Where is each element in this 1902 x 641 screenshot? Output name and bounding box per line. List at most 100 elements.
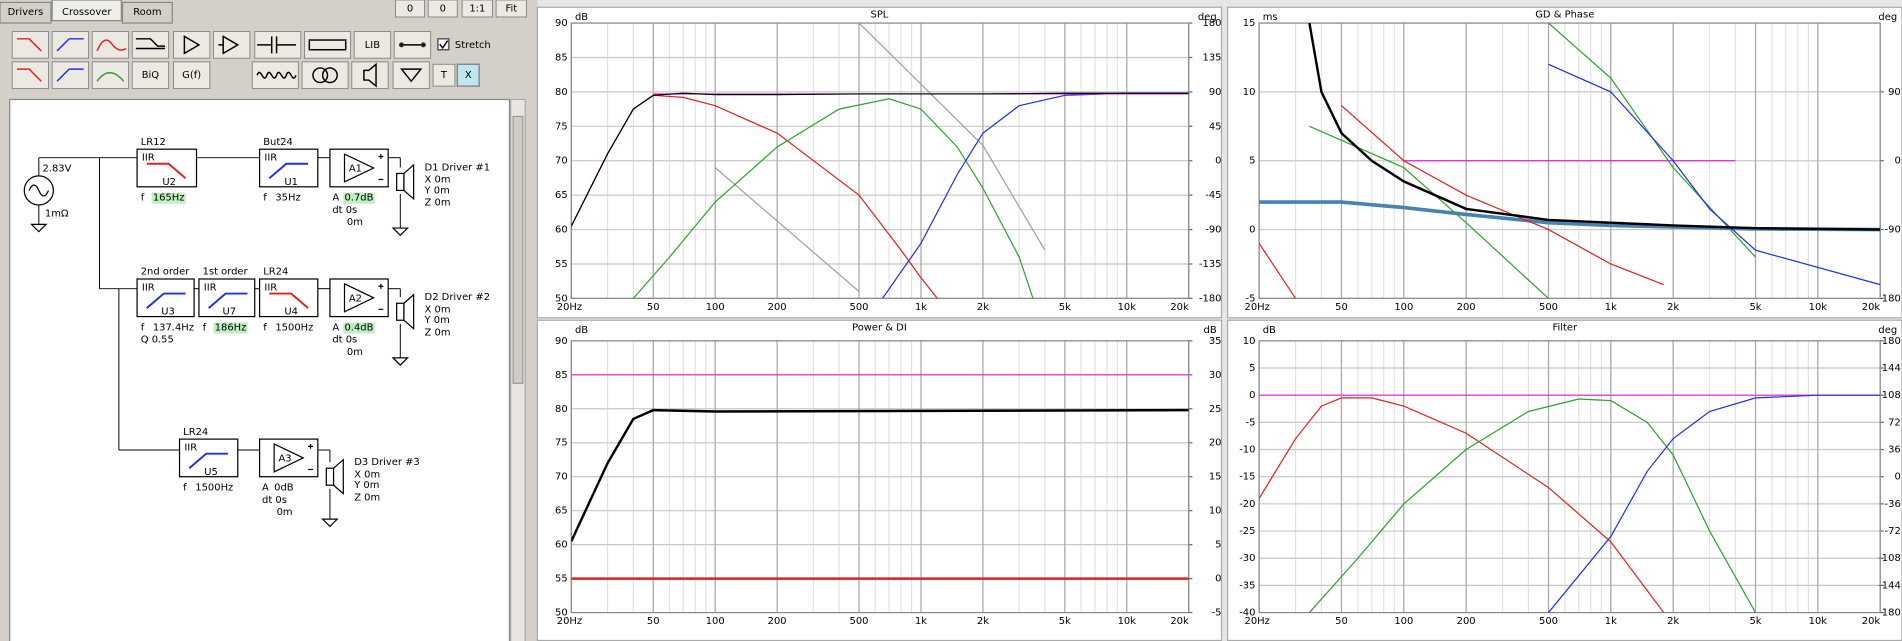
driver-icon	[325, 467, 335, 486]
x-tick-label: 2k	[977, 302, 989, 313]
filter-title: LR24	[183, 427, 208, 438]
x-tick-label: 100	[706, 616, 725, 627]
plot-title: Filter	[1552, 323, 1578, 334]
filter-block[interactable]	[258, 278, 319, 318]
tab-label: Crossover	[62, 7, 112, 18]
series-line	[1259, 105, 1664, 299]
y2-tick-label: 0	[1894, 472, 1900, 483]
schematic-area	[9, 98, 511, 641]
tool-button[interactable]	[392, 61, 430, 90]
top-button[interactable]	[394, 0, 426, 18]
x-tick-label: 200	[768, 302, 787, 313]
tool-button[interactable]	[351, 61, 389, 90]
y-tick-label: 70	[555, 472, 568, 483]
tool-button[interactable]	[456, 63, 480, 87]
y-tick-label: 5	[1249, 363, 1255, 374]
amp-block[interactable]	[329, 148, 389, 188]
gain-label: A	[262, 483, 269, 494]
tool-button[interactable]	[301, 61, 349, 90]
tool-button[interactable]	[172, 61, 211, 90]
y-tick-label: 0	[1249, 390, 1255, 401]
delay: dt 0s	[332, 335, 357, 346]
filter-type: IIR	[264, 282, 277, 293]
plot-panel	[536, 319, 1223, 641]
y-tick-label: 55	[555, 259, 568, 270]
freq-label: f	[263, 193, 267, 204]
amp-block[interactable]	[258, 438, 319, 478]
tool-button[interactable]	[91, 31, 130, 59]
plot-panel	[536, 6, 1223, 319]
x-tick-label: 1k	[1605, 302, 1617, 313]
y-tick-label: -25	[1239, 526, 1255, 537]
filter-title: 2nd order	[141, 267, 191, 278]
y-tick-label: 0	[1249, 225, 1255, 236]
filter-type: IIR	[142, 153, 155, 164]
x-tick-label: 100	[706, 302, 725, 313]
driver-z: Z 0m	[425, 327, 451, 338]
y2-tick-label: 180	[1882, 336, 1901, 347]
driver-cone	[403, 293, 415, 331]
scroll-thumb[interactable]	[512, 115, 524, 384]
top-button[interactable]	[461, 0, 493, 18]
y2-unit: deg	[1878, 325, 1897, 336]
tab-label: Room	[133, 7, 161, 18]
filter-block[interactable]	[258, 148, 319, 188]
top-button[interactable]	[427, 0, 458, 18]
tool-button[interactable]	[303, 31, 352, 59]
x-tick-label: 5k	[1059, 302, 1071, 313]
tool-button[interactable]	[51, 31, 90, 59]
tab[interactable]	[121, 1, 173, 24]
filter-icon	[146, 162, 187, 180]
y2-tick-label: 144	[1882, 363, 1901, 374]
x-tick-label: 50	[1335, 302, 1348, 313]
amp-pins	[378, 154, 384, 181]
tool-button[interactable]	[11, 31, 50, 59]
top-button[interactable]	[495, 0, 527, 18]
y-tick-label: 65	[555, 506, 568, 517]
x-tick-label: 20Hz	[557, 302, 582, 313]
y2-tick-label: -72	[1885, 526, 1901, 537]
series-line	[571, 408, 1189, 542]
filter-block[interactable]	[178, 438, 239, 478]
series-line	[1259, 397, 1665, 613]
amp-unit: A3	[278, 454, 291, 465]
tool-button[interactable]	[172, 31, 211, 59]
tool-button[interactable]	[432, 63, 456, 87]
plot-frame	[1258, 340, 1881, 614]
tool-button[interactable]	[131, 31, 170, 59]
filter-block[interactable]	[198, 278, 256, 318]
tool-button[interactable]	[11, 61, 50, 90]
y-tick-label: -30	[1239, 553, 1255, 564]
y-tick-label: 85	[555, 370, 568, 381]
x-tick-label: 5k	[1749, 616, 1761, 627]
tab[interactable]	[0, 1, 52, 24]
driver-x: X 0m	[425, 175, 451, 186]
y2-tick-label: -45	[1205, 190, 1221, 201]
x-tick-label: 20k	[1170, 302, 1189, 313]
tool-button[interactable]	[51, 61, 90, 90]
series-line	[571, 92, 1189, 227]
filter-block[interactable]	[136, 278, 195, 318]
filter-unit: U7	[222, 307, 236, 318]
driver-cone	[332, 458, 344, 496]
tab[interactable]	[51, 0, 122, 22]
source-wave	[28, 184, 50, 197]
freq-value: 165Hz	[153, 193, 185, 204]
tool-button[interactable]	[91, 61, 130, 90]
delay: dt 0s	[262, 495, 287, 506]
amp-unit: A1	[349, 164, 362, 175]
value-highlight	[213, 322, 248, 334]
x-tick-label: 20k	[1862, 616, 1881, 627]
y-tick-label: 90	[555, 18, 568, 29]
checkbox[interactable]	[437, 38, 450, 51]
distance: 0m	[347, 217, 363, 228]
y-tick-label: -5	[1246, 293, 1256, 304]
value-highlight	[343, 322, 375, 334]
tool-button[interactable]	[131, 61, 170, 90]
tool-button[interactable]	[353, 31, 392, 59]
filter-block[interactable]	[136, 148, 198, 188]
x-tick-label: 200	[768, 616, 787, 627]
amp-block[interactable]	[329, 278, 389, 318]
series-line	[858, 23, 1046, 251]
x-tick-label: 20k	[1170, 616, 1189, 627]
